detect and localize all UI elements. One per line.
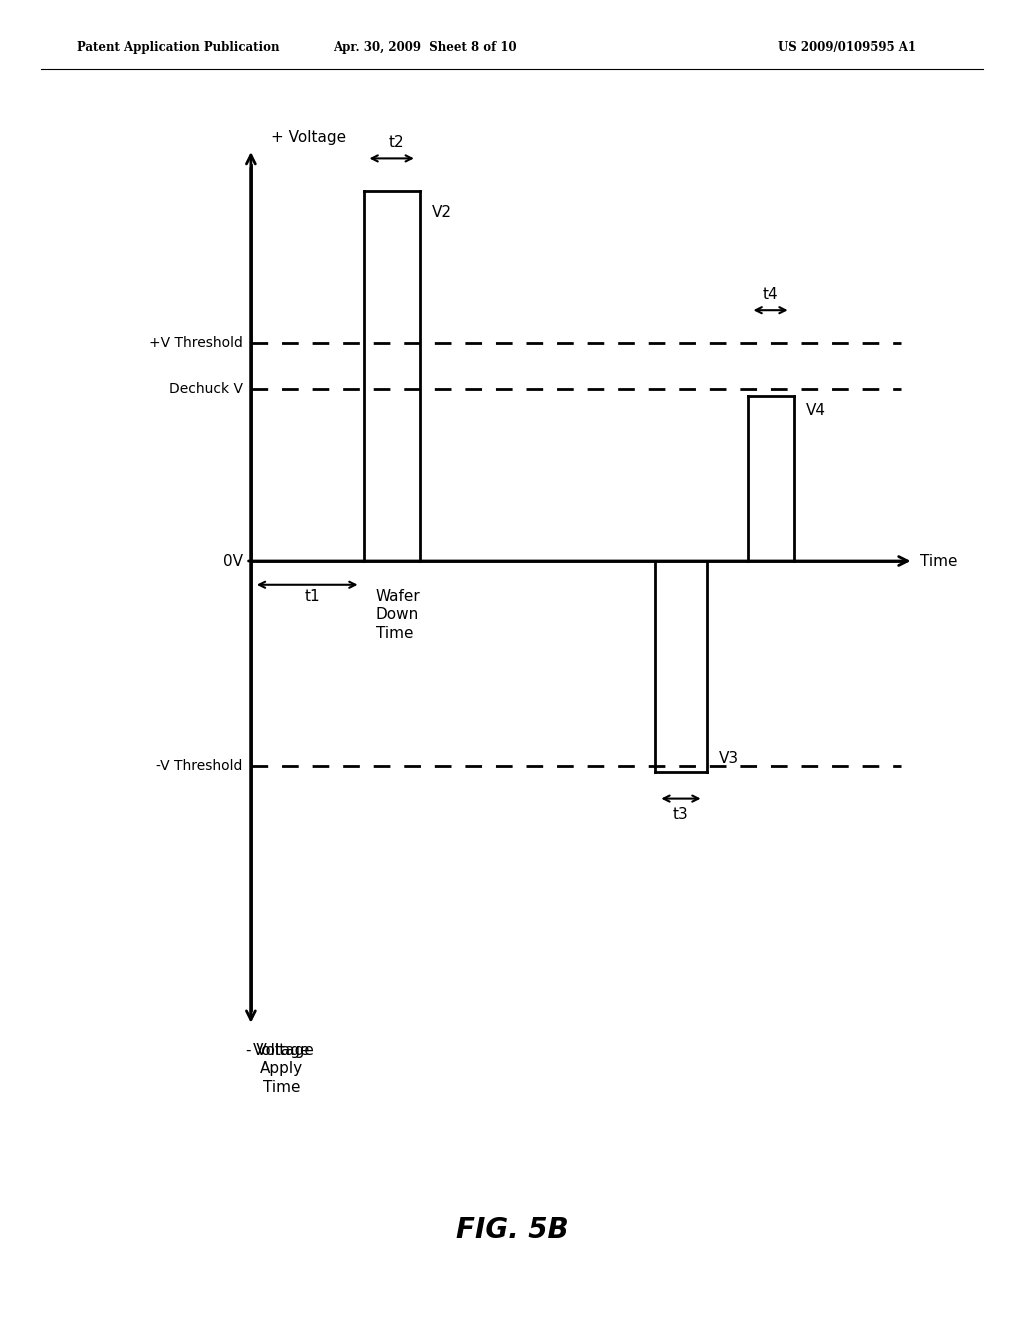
- Text: -V Threshold: -V Threshold: [157, 759, 243, 772]
- Text: t3: t3: [673, 807, 689, 821]
- Text: t4: t4: [763, 288, 778, 302]
- Text: Voltage
Apply
Time: Voltage Apply Time: [253, 1043, 310, 1096]
- Text: Wafer
Down
Time: Wafer Down Time: [376, 589, 421, 642]
- Text: t2: t2: [389, 136, 404, 150]
- Text: 0V: 0V: [222, 553, 243, 569]
- Text: +V Threshold: +V Threshold: [148, 337, 243, 350]
- Text: t1: t1: [304, 589, 321, 603]
- Text: Time: Time: [920, 553, 957, 569]
- Text: Apr. 30, 2009  Sheet 8 of 10: Apr. 30, 2009 Sheet 8 of 10: [333, 41, 517, 54]
- Text: FIG. 5B: FIG. 5B: [456, 1216, 568, 1245]
- Text: V3: V3: [719, 751, 739, 766]
- Text: US 2009/0109595 A1: US 2009/0109595 A1: [778, 41, 916, 54]
- Text: V4: V4: [806, 403, 826, 417]
- Text: Patent Application Publication: Patent Application Publication: [77, 41, 280, 54]
- Text: + Voltage: + Voltage: [271, 131, 346, 145]
- Text: Dechuck V: Dechuck V: [169, 383, 243, 396]
- Text: - Voltage: - Voltage: [246, 1043, 313, 1057]
- Text: V2: V2: [432, 205, 453, 219]
